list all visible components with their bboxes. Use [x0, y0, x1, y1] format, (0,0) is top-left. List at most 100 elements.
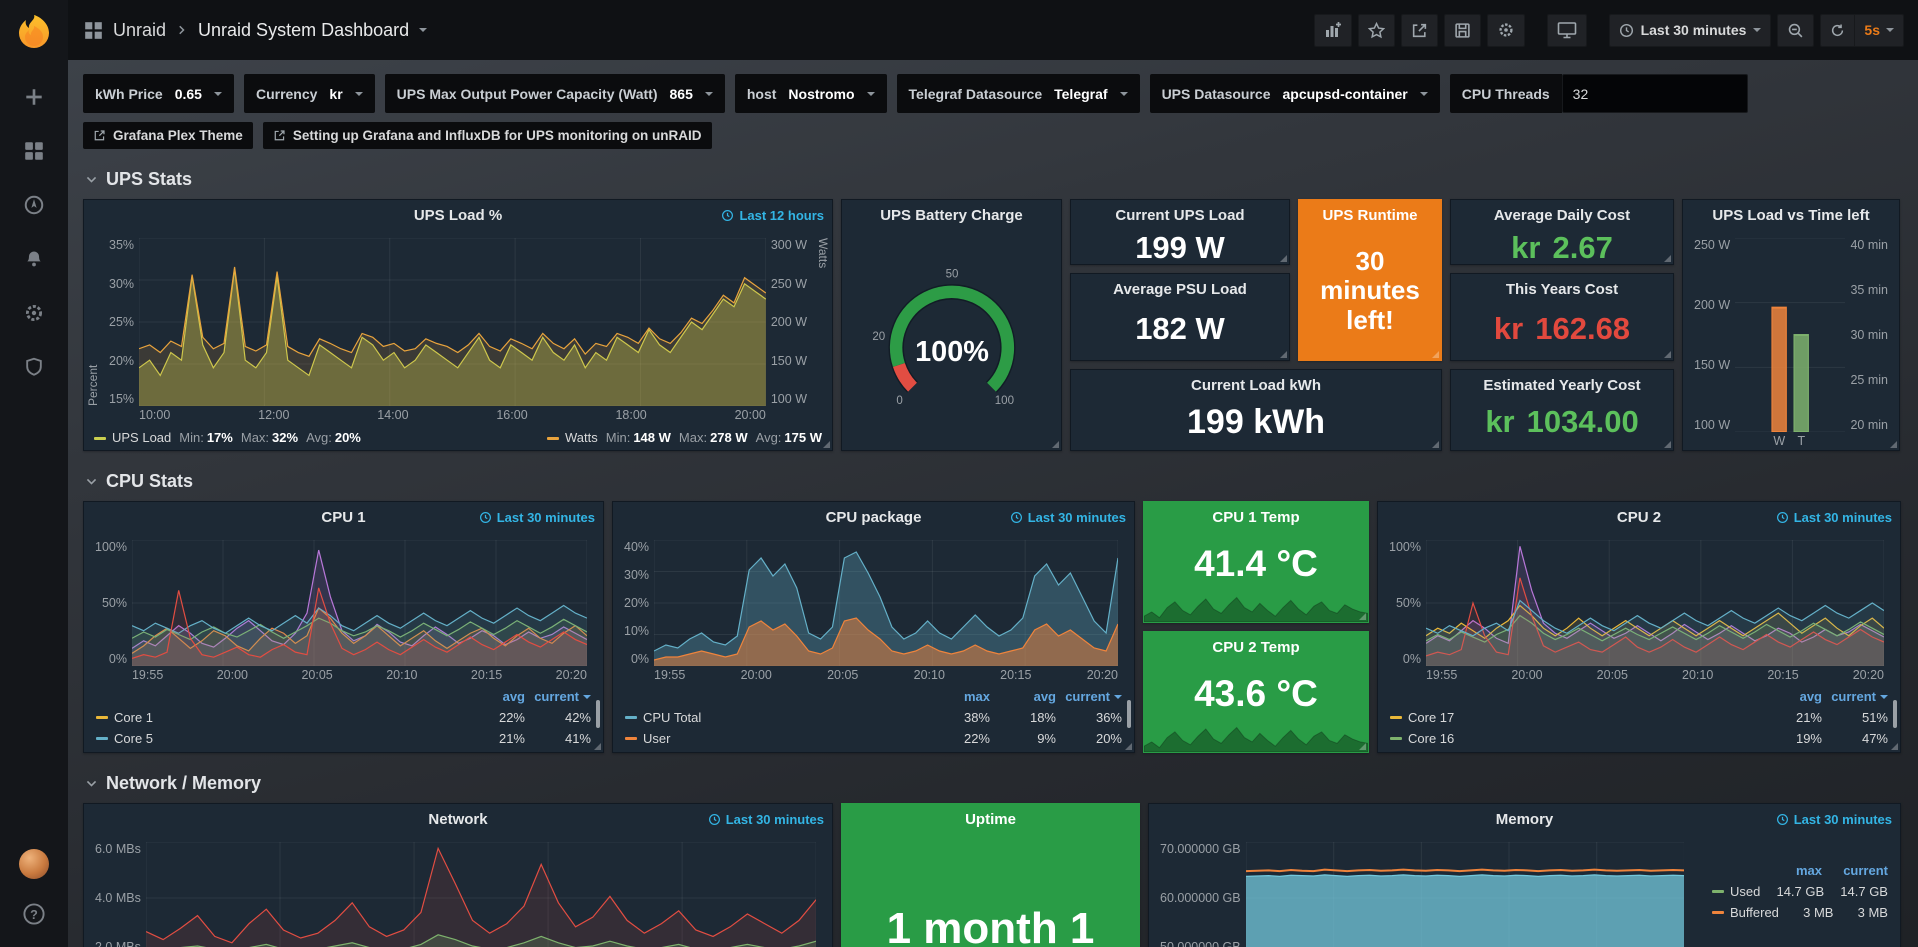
- legend-series-name[interactable]: Core 17: [1390, 710, 1756, 725]
- legend-column-header[interactable]: max: [963, 689, 990, 704]
- legend-series-name[interactable]: CPU Total: [625, 710, 924, 725]
- add-panel-button[interactable]: [1313, 13, 1352, 47]
- panel-title[interactable]: CPU 1: [321, 508, 366, 526]
- legend-column-header[interactable]: avg: [502, 689, 525, 704]
- breadcrumb-root[interactable]: Unraid: [113, 19, 167, 40]
- save-dashboard-button[interactable]: [1443, 13, 1481, 47]
- admin-shield-icon[interactable]: [17, 350, 51, 384]
- cpu-threads-input[interactable]: [1561, 74, 1748, 113]
- x-axis-tick: 10:00: [139, 408, 171, 422]
- y-axis-tick: 20 min: [1850, 418, 1888, 432]
- y-axis-tick: 70.000000 GB: [1160, 842, 1241, 856]
- row-header-cpu-stats[interactable]: CPU Stats: [85, 469, 1902, 493]
- legend-scrollbar[interactable]: [596, 700, 600, 728]
- kiosk-mode-button[interactable]: [1546, 13, 1587, 47]
- zoom-out-button[interactable]: [1777, 13, 1815, 47]
- variable-label: host: [746, 85, 777, 102]
- legend-column-header[interactable]: current: [525, 689, 591, 704]
- legend-value: 42%: [564, 710, 591, 725]
- variable-value: Telegraf: [1054, 85, 1108, 102]
- dashboard-link-ups-monitoring-guide[interactable]: Setting up Grafana and InfluxDB for UPS …: [262, 122, 712, 149]
- dashboard-settings-button[interactable]: [1486, 13, 1525, 47]
- legend-series-name[interactable]: UPS Load: [112, 429, 172, 445]
- legend-series-name[interactable]: Used: [1712, 884, 1760, 899]
- panel-title[interactable]: UPS Battery Charge: [880, 206, 1023, 224]
- legend-value: 9%: [1037, 731, 1056, 746]
- dashboard-grid-icon[interactable]: [84, 21, 103, 40]
- variable-host[interactable]: host Nostromo: [734, 74, 887, 113]
- panel-title[interactable]: Current Load kWh: [1191, 376, 1321, 394]
- legend-scrollbar[interactable]: [1893, 700, 1897, 728]
- user-avatar[interactable]: [19, 849, 49, 879]
- row-header-network-memory[interactable]: Network / Memory: [85, 771, 1902, 795]
- cpu2-legend: avg current Core 17 21% 51% Core 16 19% 47%: [1378, 684, 1900, 752]
- panel-title[interactable]: CPU package: [825, 508, 922, 526]
- dashboard-link-plex-theme[interactable]: Grafana Plex Theme: [83, 122, 253, 149]
- panel-title[interactable]: CPU 2 Temp: [1212, 638, 1300, 656]
- legend-series-name[interactable]: Core 5: [96, 731, 459, 746]
- panel-title[interactable]: UPS Runtime: [1322, 206, 1418, 224]
- caret-down-icon[interactable]: [419, 28, 428, 36]
- x-axis-tick: W: [1773, 434, 1786, 448]
- panel-title[interactable]: Network: [428, 810, 488, 828]
- legend-column-header[interactable]: max: [1795, 863, 1822, 878]
- panel-title[interactable]: This Years Cost: [1505, 280, 1619, 298]
- help-icon[interactable]: ?: [17, 897, 51, 931]
- grafana-flame-icon: [19, 15, 49, 48]
- create-icon[interactable]: [17, 80, 51, 114]
- legend-marker: [1712, 911, 1724, 914]
- y-axis-right: 300 W 250 W 200 W 150 W 100 W: [766, 238, 812, 406]
- refresh-button[interactable]: [1821, 15, 1854, 46]
- legend-scrollbar[interactable]: [1127, 700, 1131, 728]
- y-axis-tick: 35 min: [1850, 283, 1888, 297]
- variable-currency[interactable]: Currency kr: [243, 74, 375, 113]
- panel-title[interactable]: UPS Load %: [413, 206, 503, 224]
- legend-series-name[interactable]: Watts: [565, 429, 598, 445]
- row-header-ups-stats[interactable]: UPS Stats: [85, 167, 1902, 191]
- plot-area: [145, 842, 816, 947]
- legend-series-name[interactable]: Buffered: [1712, 905, 1779, 920]
- legend-series-name[interactable]: User: [625, 731, 924, 746]
- refresh-interval-picker[interactable]: 5s: [1854, 14, 1903, 46]
- clock-icon: [1619, 23, 1633, 37]
- variable-ups-datasource[interactable]: UPS Datasource apcupsd-container: [1149, 74, 1440, 113]
- alerting-icon[interactable]: [17, 242, 51, 276]
- variable-label: kWh Price: [95, 85, 163, 102]
- legend-column-header[interactable]: avg: [1033, 689, 1056, 704]
- configuration-icon[interactable]: [17, 296, 51, 330]
- dashboards-icon[interactable]: [17, 134, 51, 168]
- share-dashboard-button[interactable]: [1400, 13, 1438, 47]
- panel-title[interactable]: Current UPS Load: [1115, 206, 1245, 224]
- legend-column-header[interactable]: current: [1822, 689, 1888, 704]
- time-range-picker[interactable]: Last 30 minutes: [1608, 13, 1772, 47]
- legend-row: CPU Total 38% 18% 36%: [625, 707, 1122, 728]
- grafana-logo[interactable]: [12, 10, 56, 54]
- cpu-package-chart: 40% 30% 20% 10% 0% 19:55 20:00 20:05 20:10 20:15 2…: [613, 532, 1134, 684]
- star-dashboard-button[interactable]: [1357, 13, 1395, 47]
- legend-column-header[interactable]: current: [1056, 689, 1122, 704]
- legend-series-name[interactable]: Core 1: [96, 710, 459, 725]
- panel-title[interactable]: Average PSU Load: [1113, 280, 1247, 298]
- panel-title[interactable]: Memory: [1495, 810, 1554, 828]
- monitor-icon: [1557, 22, 1576, 39]
- legend-column-header[interactable]: current: [1843, 863, 1888, 878]
- legend-column-header[interactable]: avg: [1799, 689, 1822, 704]
- panel-title[interactable]: Uptime: [965, 810, 1016, 828]
- dashboard-title[interactable]: Unraid System Dashboard: [198, 19, 410, 40]
- panel-ups-runtime: UPS Runtime 30 minutes left!: [1298, 199, 1442, 361]
- legend-series-name[interactable]: Core 16: [1390, 731, 1756, 746]
- variable-value: Nostromo: [788, 85, 855, 102]
- variable-telegraf-datasource[interactable]: Telegraf Datasource Telegraf: [896, 74, 1140, 113]
- panel-title[interactable]: Estimated Yearly Cost: [1483, 376, 1641, 394]
- panel-title[interactable]: CPU 2: [1616, 508, 1662, 526]
- explore-icon[interactable]: [17, 188, 51, 222]
- y-axis-left: 40% 30% 20% 10% 0%: [619, 540, 654, 666]
- legend-value: 21%: [498, 731, 525, 746]
- caret-down-icon: [1419, 91, 1428, 100]
- panel-title[interactable]: Average Daily Cost: [1493, 206, 1631, 224]
- legend-marker: [1390, 716, 1402, 719]
- variable-ups-max-output[interactable]: UPS Max Output Power Capacity (Watt) 865: [384, 74, 725, 113]
- panel-title[interactable]: UPS Load vs Time left: [1712, 206, 1870, 224]
- panel-title[interactable]: CPU 1 Temp: [1212, 508, 1300, 526]
- variable-kwh-price[interactable]: kWh Price 0.65: [83, 74, 234, 113]
